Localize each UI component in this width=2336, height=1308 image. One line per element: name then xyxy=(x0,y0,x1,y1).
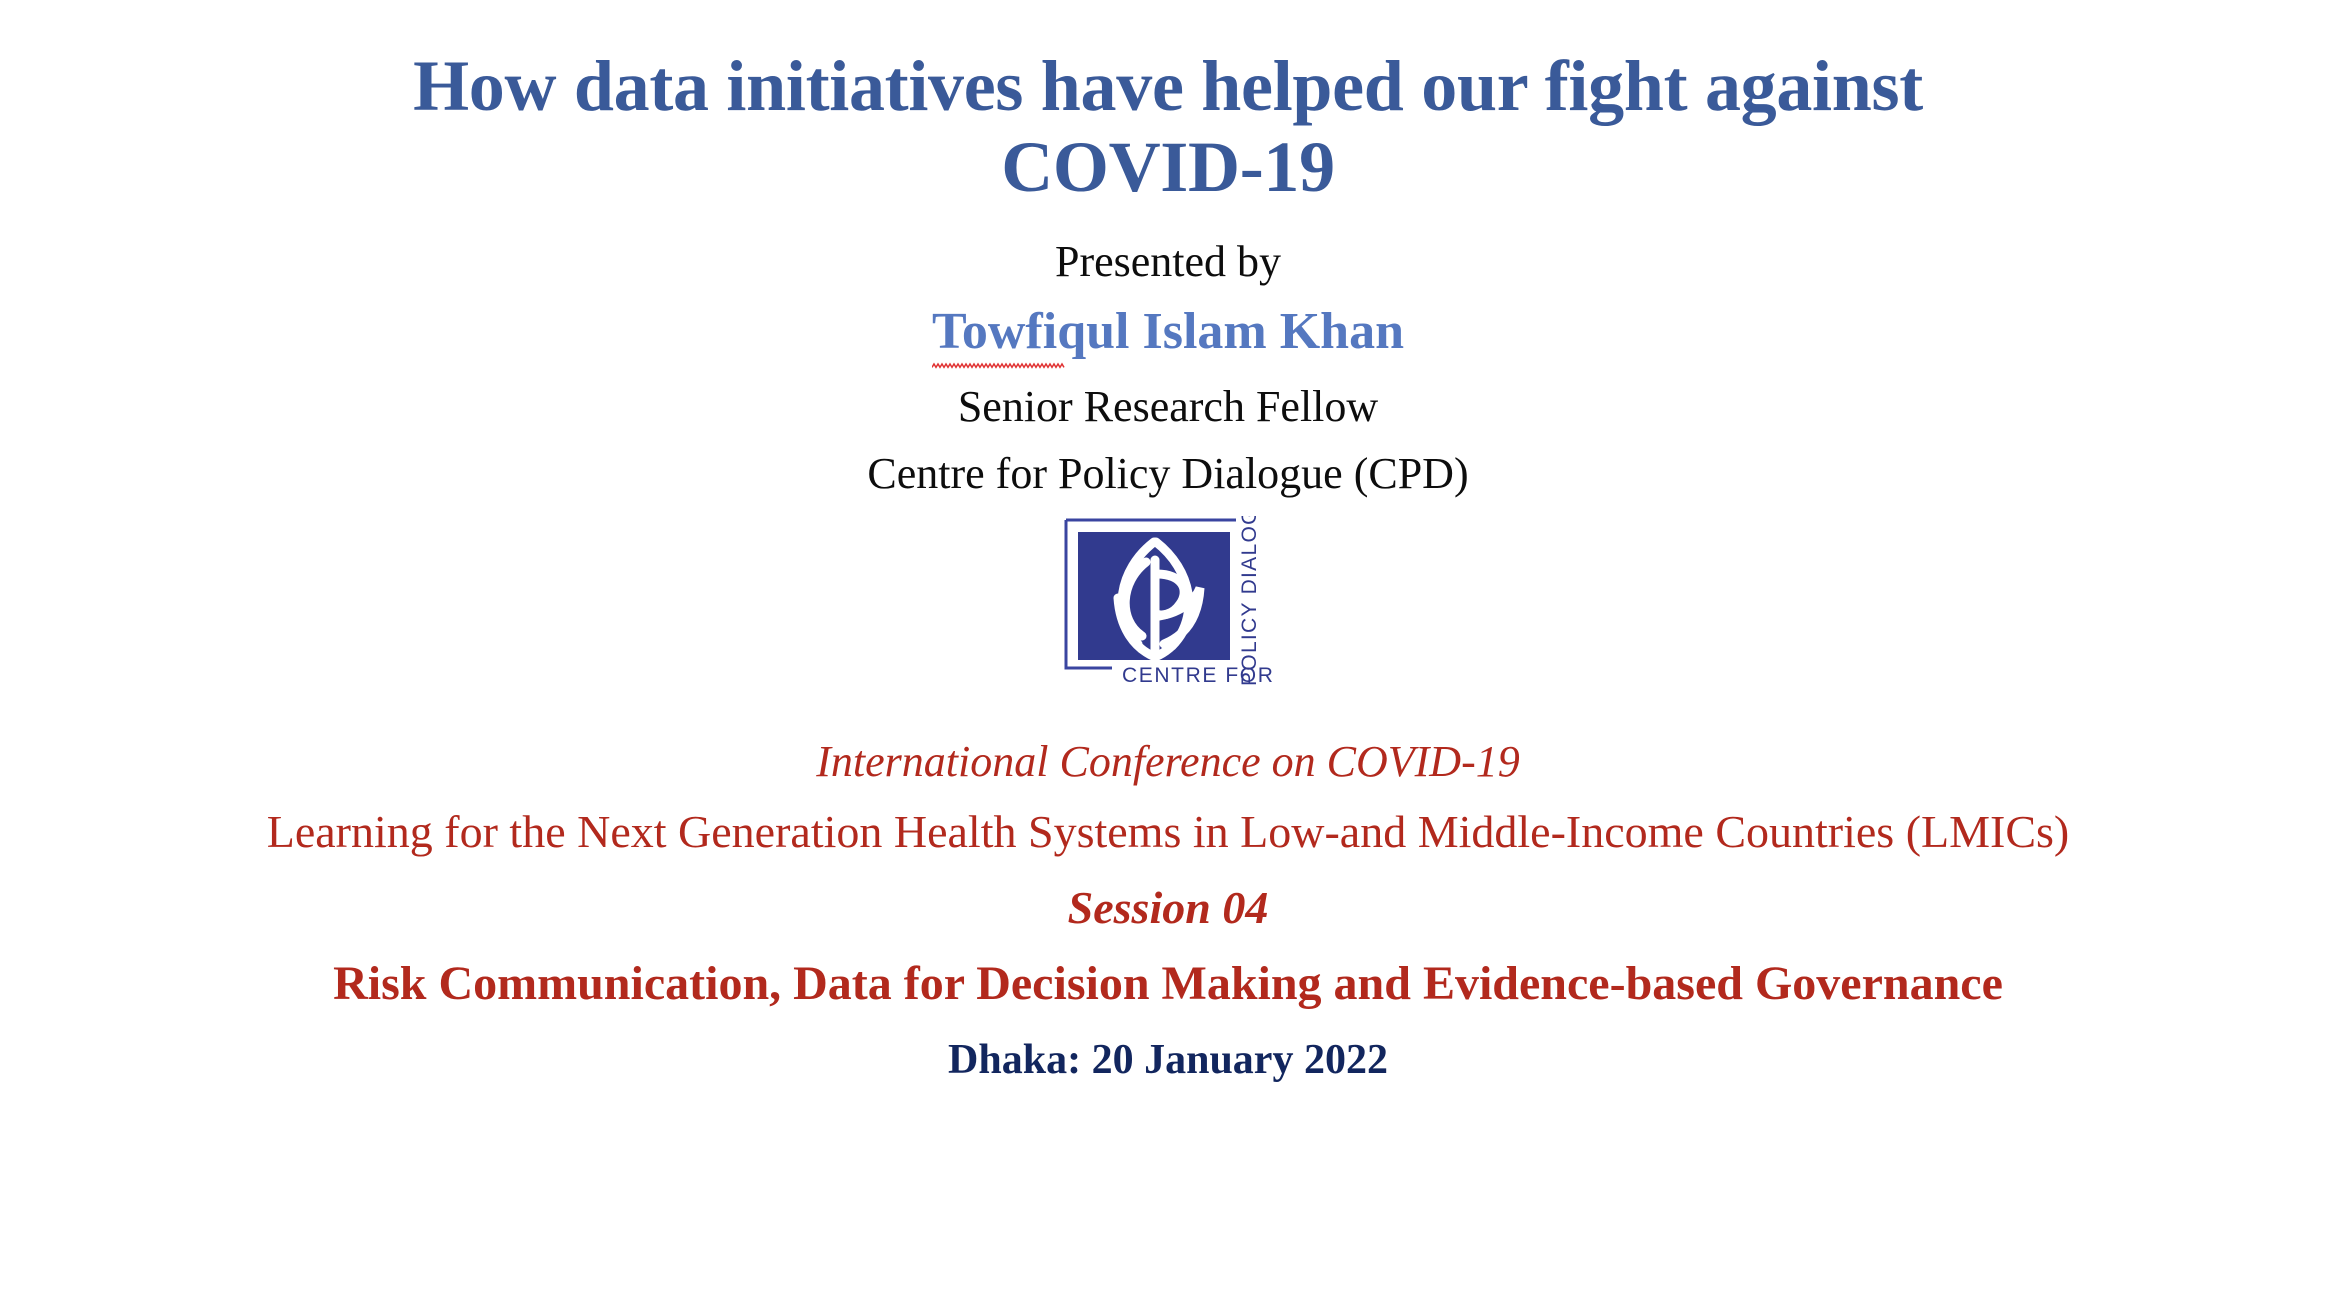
conference-block: International Conference on COVID-19 Lea… xyxy=(23,734,2313,1087)
conference-title: International Conference on COVID-19 xyxy=(816,737,1520,787)
venue-date: Dhaka: 20 January 2022 xyxy=(948,1037,1388,1084)
presenter-name: Towfiqul Islam Khan xyxy=(0,299,2336,368)
logo-side-text: POLICY DIALOGUE xyxy=(1238,516,1261,686)
title-line-1: How data initiatives have helped our fig… xyxy=(413,46,1923,126)
cpd-logo-icon: CENTRE FOR POLICY DIALOGUE xyxy=(1064,516,1275,687)
presenter-first-name: Towfiqul xyxy=(931,299,1130,370)
spellcheck-squiggle-icon xyxy=(932,362,1065,370)
title-line-2: COVID-19 xyxy=(1001,126,1335,207)
session-topic: Risk Communication, Data for Decision Ma… xyxy=(333,957,2003,1011)
presenter-organisation: Centre for Policy Dialogue (CPD) xyxy=(867,448,1469,498)
logo-bottom-text: CENTRE FOR xyxy=(1122,664,1275,687)
presenter-first-name-text: Towfiqul xyxy=(931,302,1130,360)
presenter-role: Senior Research Fellow xyxy=(957,382,1379,432)
presented-by-label: Presented by xyxy=(1054,237,1282,287)
presenter-last-name-text: Islam Khan xyxy=(1129,302,1405,360)
slide-title: How data initiatives have helped our fig… xyxy=(168,46,2168,207)
cpd-logo-container: CENTRE FOR POLICY DIALOGUE xyxy=(1060,516,1276,718)
session-label: Session 04 xyxy=(1067,881,1269,933)
presenter-block: Presented by Towfiqul Islam Khan Senior … xyxy=(0,235,2336,502)
conference-subtitle: Learning for the Next Generation Health … xyxy=(266,806,2070,858)
